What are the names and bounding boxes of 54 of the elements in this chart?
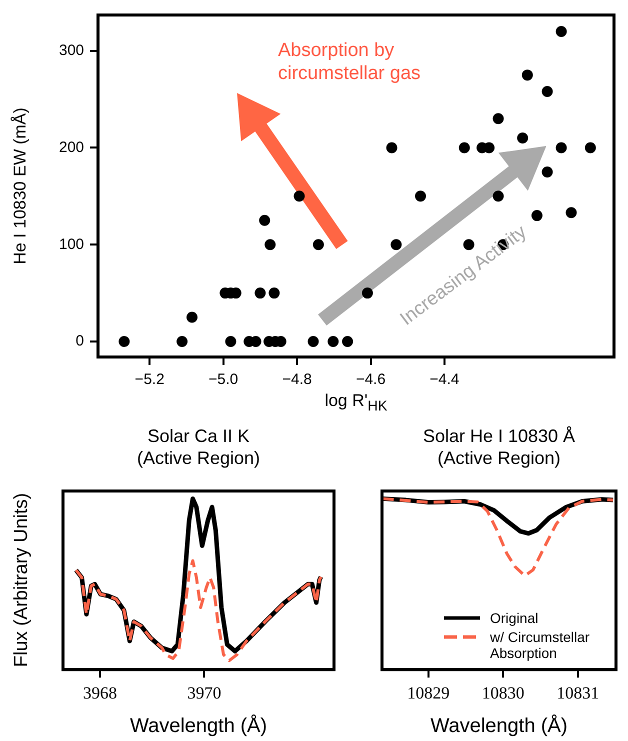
point <box>118 336 130 347</box>
x-tick-label: 10831 <box>556 683 600 702</box>
point <box>531 210 542 222</box>
annotation: Absorption by circumstellar gas <box>278 40 422 86</box>
y-tick-label: 300 <box>58 42 84 59</box>
x-tick-label: 3968 <box>83 683 117 702</box>
point <box>225 336 236 347</box>
x-tick-label: −5.0 <box>208 371 238 388</box>
point <box>517 132 528 144</box>
x-tick-label: −5.2 <box>134 371 164 388</box>
point <box>254 288 266 299</box>
legend-label: w/ Circumstellar Absorption <box>490 628 591 661</box>
x-axis-title: Wavelength (Å) <box>128 714 268 738</box>
legend-label: Original <box>490 610 538 626</box>
point <box>542 166 553 178</box>
y-tick-label: 0 <box>76 332 84 350</box>
x-tick-label: 10830 <box>482 683 524 702</box>
point <box>186 312 198 323</box>
y-tick-label: 100 <box>58 236 84 253</box>
x-tick-label: 3970 <box>187 683 222 702</box>
point <box>264 239 276 250</box>
chart-title: Solar He I 10830 Å (Active Region) <box>422 426 576 470</box>
x-tick-label: −4.6 <box>356 371 386 388</box>
point <box>328 336 339 347</box>
x-tick-label: −4.4 <box>430 371 460 388</box>
point <box>415 190 426 202</box>
y-axis-title: Flux (Arbitrary Units) <box>11 493 34 668</box>
point <box>390 239 402 250</box>
point <box>463 239 474 250</box>
point <box>492 190 504 202</box>
point <box>584 142 596 154</box>
point <box>268 288 280 299</box>
x-axis-title: log R'$_{HK}$ <box>324 391 388 416</box>
point <box>492 113 504 124</box>
point <box>294 190 305 202</box>
x-axis-title: Wavelength (Å) <box>429 714 569 738</box>
x-tick-label: 10829 <box>407 683 450 702</box>
point <box>556 142 567 154</box>
point <box>362 288 373 299</box>
point <box>386 142 398 154</box>
y-tick-label: 200 <box>58 138 84 156</box>
point <box>312 239 324 250</box>
point <box>342 336 354 347</box>
point <box>522 70 533 81</box>
point <box>308 336 319 347</box>
point <box>458 142 470 154</box>
chart-title: Solar Ca II K (Active Region) <box>136 426 262 470</box>
point <box>176 336 188 347</box>
point <box>556 26 567 37</box>
point <box>542 86 553 98</box>
point <box>566 207 577 218</box>
x-tick-label: −4.8 <box>282 371 312 388</box>
y-axis-title: He I 10830 EW (mÅ) <box>10 108 30 264</box>
point <box>259 214 270 226</box>
